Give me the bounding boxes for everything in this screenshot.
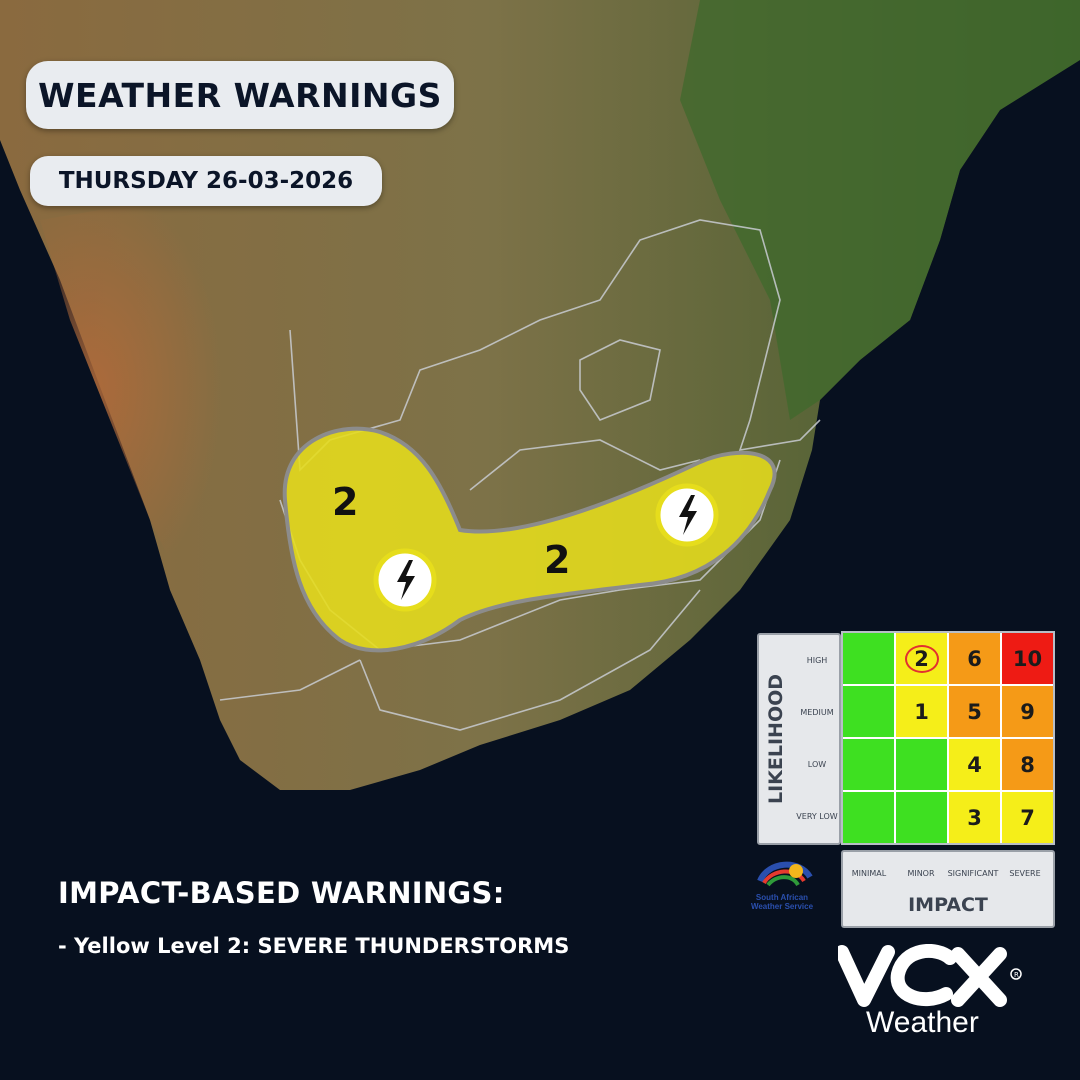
saws-logo-text: South African Weather Service bbox=[750, 893, 814, 911]
col-label-minor: MINOR bbox=[907, 868, 935, 878]
current-level-marker: 2 bbox=[904, 644, 939, 673]
warning-line: - Yellow Level 2: SEVERE THUNDERSTORMS bbox=[58, 934, 570, 958]
green-region bbox=[680, 0, 1080, 420]
matrix-cell: 6 bbox=[949, 633, 1000, 684]
likelihood-label: LIKELIHOOD bbox=[765, 673, 787, 805]
lightning-icon bbox=[655, 483, 719, 547]
matrix-cell: 4 bbox=[949, 739, 1000, 790]
svg-text:R: R bbox=[1014, 971, 1019, 979]
matrix-cell bbox=[843, 739, 894, 790]
vox-weather-wordmark: Weather bbox=[866, 1006, 979, 1039]
vox-logo-icon: R bbox=[838, 944, 1022, 1007]
impact-label: IMPACT bbox=[908, 894, 988, 916]
risk-matrix: 2 6 10 1 5 9 4 8 3 7 bbox=[841, 631, 1055, 845]
lightning-icon bbox=[373, 548, 437, 612]
col-label-significant: SIGNIFICANT bbox=[947, 868, 999, 878]
matrix-cell bbox=[843, 686, 894, 737]
matrix-cell: 1 bbox=[896, 686, 947, 737]
likelihood-axis: LIKELIHOOD HIGH MEDIUM LOW VERY LOW bbox=[757, 633, 841, 845]
row-label-low: LOW bbox=[807, 760, 827, 769]
matrix-cell bbox=[896, 739, 947, 790]
matrix-cell bbox=[843, 633, 894, 684]
matrix-cell: 10 bbox=[1002, 633, 1053, 684]
impact-axis: MINIMAL MINOR SIGNIFICANT SEVERE IMPACT bbox=[841, 850, 1055, 928]
col-label-severe: SEVERE bbox=[1009, 868, 1041, 878]
warnings-heading: IMPACT-BASED WARNINGS: bbox=[58, 876, 505, 910]
date-badge: THURSDAY 26-03-2026 bbox=[30, 156, 382, 206]
matrix-cell: 7 bbox=[1002, 792, 1053, 843]
row-label-high: HIGH bbox=[806, 656, 828, 665]
saws-logo-icon bbox=[757, 861, 813, 887]
matrix-cell bbox=[843, 792, 894, 843]
row-label-very-low: VERY LOW bbox=[796, 812, 838, 821]
warning-level-label: 2 bbox=[332, 480, 359, 524]
col-label-minimal: MINIMAL bbox=[851, 868, 887, 878]
matrix-cell: 9 bbox=[1002, 686, 1053, 737]
page-title: WEATHER WARNINGS bbox=[26, 61, 454, 129]
warning-level-label: 2 bbox=[544, 538, 571, 582]
desert-region bbox=[40, 200, 300, 620]
matrix-cell: 3 bbox=[949, 792, 1000, 843]
matrix-cell: 5 bbox=[949, 686, 1000, 737]
matrix-cell bbox=[896, 792, 947, 843]
matrix-cell: 2 bbox=[896, 633, 947, 684]
row-label-medium: MEDIUM bbox=[800, 708, 834, 717]
matrix-cell: 8 bbox=[1002, 739, 1053, 790]
